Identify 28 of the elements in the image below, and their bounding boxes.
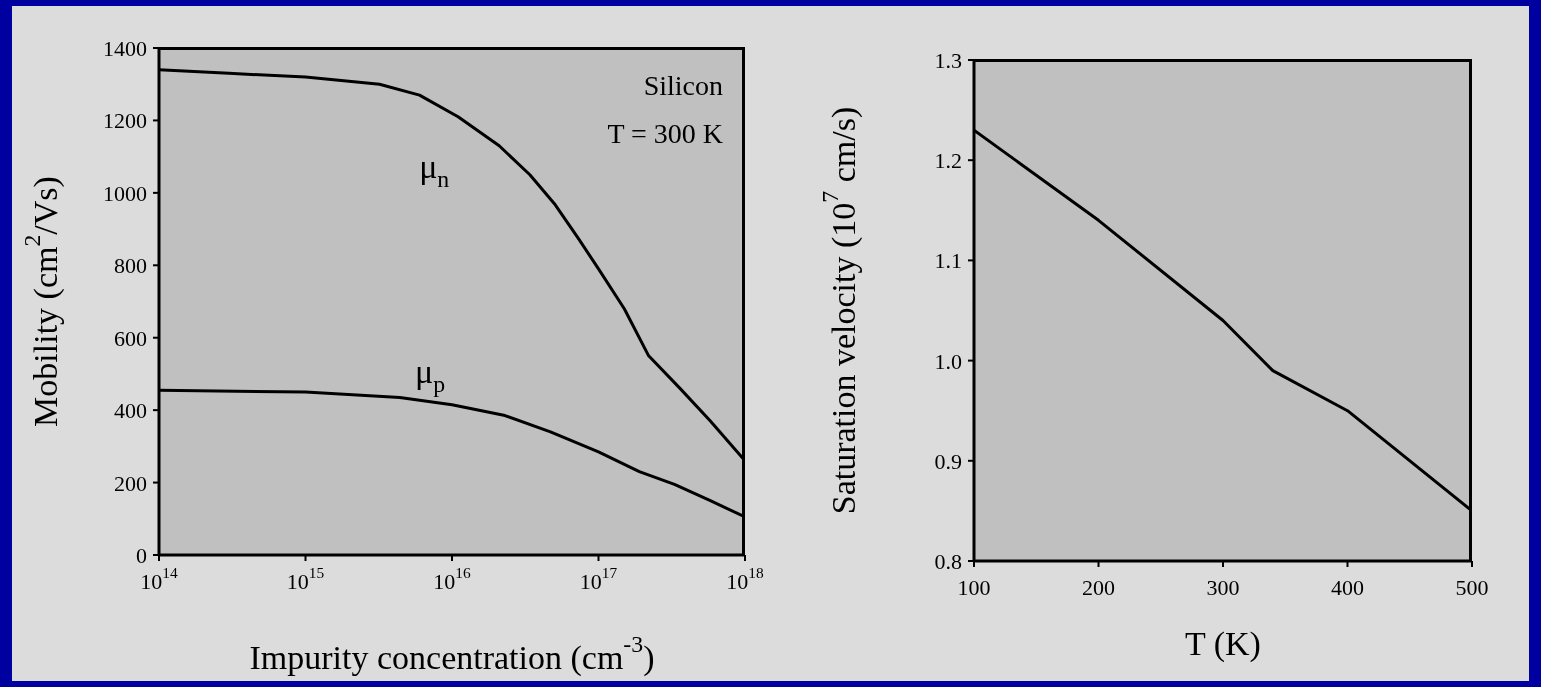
y-tick-label: 1.0: [934, 348, 962, 374]
x-tick-label: 10$^{15}$: [286, 564, 325, 594]
y-tick-label: 800: [114, 252, 147, 278]
annotation: Silicon: [642, 69, 723, 103]
y-tick-label: 1.2: [934, 147, 962, 173]
series-label: μ$_{p}$: [414, 352, 446, 397]
x-tick-label: 400: [1331, 574, 1364, 600]
x-axis-title: Impurity concentration (cm$^{-3}$): [249, 631, 655, 677]
y-tick-label: 0.9: [934, 448, 962, 474]
series-label: μ$_{n}$: [419, 147, 450, 192]
x-tick-label: 500: [1455, 574, 1489, 600]
y-tick-label: 400: [114, 397, 147, 423]
x-tick-label: 300: [1206, 574, 1240, 600]
y-tick-label: 0.8: [934, 548, 962, 574]
y-tick-label: 1400: [103, 35, 147, 61]
x-tick-label: 200: [1082, 574, 1115, 600]
y-tick-label: 1.3: [934, 47, 962, 73]
x-tick-label: 10$^{18}$: [726, 564, 764, 594]
x-tick-label: 100: [957, 574, 991, 600]
x-tick-label: 10$^{17}$: [579, 564, 618, 594]
y-tick-label: 200: [114, 470, 147, 496]
x-axis-title: T (K): [1185, 624, 1261, 663]
y-tick-label: 600: [114, 325, 147, 351]
x-tick-label: 10$^{16}$: [433, 564, 471, 594]
y-tick-label: 1.1: [934, 247, 962, 273]
annotation: T = 300 K: [607, 117, 723, 151]
y-tick-label: 1000: [103, 180, 147, 206]
y-tick-label: 1200: [103, 107, 147, 133]
